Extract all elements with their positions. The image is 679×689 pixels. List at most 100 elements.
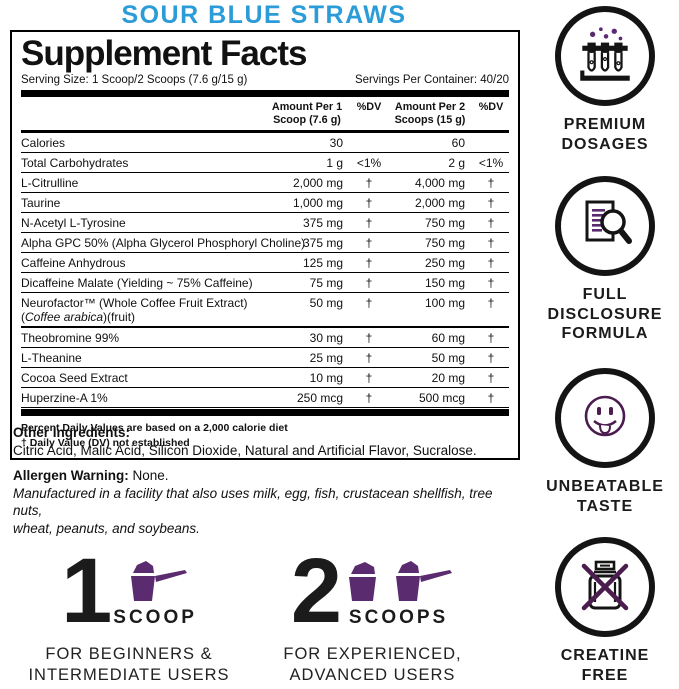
footnotes: Percent Daily Values are based on a 2,00… [21,416,509,453]
column-header-amount-2: Amount Per 2 Scoops (15 g) [394,101,466,126]
row-amount-per-1-scoop: 2,000 mg [292,175,343,190]
row-amount-per-2-scoops: 750 mg [424,235,465,250]
row-amount-per-2-scoops: 100 mg [424,295,465,310]
no-creatine-icon [581,560,629,611]
table-row: Caffeine Anhydrous 125 mg † 250 mg † [21,253,509,273]
row-dv-1: † [365,215,373,230]
row-ingredient-name: Dicaffeine Malate (Yielding ~ 75% Caffei… [21,275,253,290]
test-tubes-icon [580,27,630,81]
row-dv-1: <1% [356,155,382,170]
audience-text-beginners: FOR BEGINNERS & INTERMEDIATE USERS [28,645,230,685]
footnote-dagger: † Daily Value (DV) not established [21,437,190,450]
feature-unbeatable-taste: UNBEATABLE TASTE [531,368,679,516]
document-magnifier-icon [585,200,632,244]
scoop-icon [349,562,377,601]
allergen-warning-label: Allergen Warning: [13,468,129,484]
row-amount-per-1-scoop: 375 mg [302,215,343,230]
row-amount-per-1-scoop: 75 mg [309,275,343,290]
row-amount-per-2-scoops: 150 mg [424,275,465,290]
column-header-amount-1: Amount Per 1 Scoop (7.6 g) [271,101,343,126]
table-row: N-Acetyl L-Tyrosine 375 mg † 750 mg † [21,213,509,233]
row-dv-1: † [365,275,373,290]
row-ingredient-name: Calories [21,135,66,150]
row-amount-per-2-scoops: 20 mg [431,370,465,385]
feature-circle [555,368,655,468]
feature-label: UNBEATABLE TASTE [546,478,664,515]
row-ingredient-name: Alpha GPC 50% (Alpha Glycerol Phosphoryl… [21,235,306,250]
row-dv-2: <1% [478,155,504,170]
row-dv-1: † [365,350,373,365]
table-row: L-Theanine 25 mg † 50 mg † [21,348,509,368]
divider-thick-top [21,90,509,98]
row-dv-2: † [487,350,495,365]
table-row: Neurofactor™ (Whole Coffee Fruit Extract… [21,293,509,328]
row-amount-per-2-scoops: 4,000 mg [414,175,465,190]
table-row: Theobromine 99% 30 mg † 60 mg † [21,328,509,348]
divider-thick-bottom [21,408,509,416]
table-row: L-Citrulline 2,000 mg † 4,000 mg † [21,173,509,193]
row-amount-per-1-scoop: 50 mg [309,295,343,310]
column-header-spacer [21,101,263,126]
audience-text-advanced: FOR EXPERIENCED, ADVANCED USERS [283,645,462,685]
row-amount-per-1-scoop: 10 mg [309,370,343,385]
scoop-unit-label: SCOOP [113,607,197,628]
serving-size: Serving Size: 1 Scoop/2 Scoops (7.6 g/15… [21,74,248,87]
row-dv-2: † [487,215,495,230]
row-amount-per-2-scoops: 60 [451,135,465,150]
row-amount-per-2-scoops: 2,000 mg [414,195,465,210]
row-ingredient-name: Neurofactor™ (Whole Coffee Fruit Extract… [21,295,248,324]
table-row: Alpha GPC 50% (Alpha Glycerol Phosphoryl… [21,233,509,253]
feature-premium-dosages: PREMIUM DOSAGES [531,6,679,154]
row-amount-per-2-scoops: 2 g [448,155,465,170]
allergen-warning-line: Allergen Warning: None. [13,467,521,485]
row-ingredient-name: N-Acetyl L-Tyrosine [21,215,126,230]
feature-label: PREMIUM DOSAGES [561,116,649,153]
row-ingredient-name: L-Citrulline [21,175,79,190]
row-dv-2: † [487,255,495,270]
row-amount-per-1-scoop: 1 g [326,155,343,170]
row-ingredient-name: Huperzine-A 1% [21,390,108,405]
row-amount-per-1-scoop: 125 mg [302,255,343,270]
row-dv-2: † [487,330,495,345]
row-dv-1: † [365,370,373,385]
row-dv-2: † [487,370,495,385]
scoop-unit-label: SCOOPS [348,607,449,628]
row-amount-per-2-scoops: 500 mcg [418,390,465,405]
row-amount-per-1-scoop: 1,000 mg [292,195,343,210]
feature-creatine-free: CREATINE FREE [531,537,679,685]
column-header-dv-2: %DV [478,101,504,114]
row-dv-1: † [365,330,373,345]
facts-rows: Calories 30 60 Total Carbohydrates 1 g <1% 2 g… [21,133,509,408]
table-row: Huperzine-A 1% 250 mcg † 500 mcg † [21,388,509,408]
row-amount-per-1-scoop: 250 mcg [296,390,343,405]
below-panel-text: Other Ingredients: Citric Acid, Malic Ac… [13,424,521,537]
two-scoops-graphic: 2 SCOOPS [250,540,495,643]
row-dv-1: † [365,175,373,190]
row-dv-2: † [487,195,495,210]
footnote-daily-values: Percent Daily Values are based on a 2,00… [21,421,288,434]
scoop-count-number: 1 [61,540,112,643]
feature-full-disclosure: FULL DISCLOSURE FORMULA [531,176,679,344]
table-row: Calories 30 60 [21,133,509,153]
supplement-facts-panel: Supplement Facts Serving Size: 1 Scoop/2… [10,30,520,461]
feature-label: FULL DISCLOSURE FORMULA [547,286,663,343]
serving-info-row: Serving Size: 1 Scoop/2 Scoops (7.6 g/15… [21,74,509,86]
row-dv-2: † [487,275,495,290]
table-row: Cocoa Seed Extract 10 mg † 20 mg † [21,368,509,388]
product-title: SOUR BLUE STRAWS [121,1,407,29]
row-dv-2: † [487,175,495,190]
facts-column-headers: Amount Per 1 Scoop (7.6 g) %DV Amount Pe… [21,97,509,133]
serving-guide-one-scoop: 1 SCOOP FOR BEGINNERS & INTERMEDIATE USE… [20,545,238,686]
row-amount-per-2-scoops: 50 mg [431,350,465,365]
row-amount-per-2-scoops: 250 mg [424,255,465,270]
other-ingredients-label: Other Ingredients: [13,425,131,440]
one-scoop-graphic: 1 SCOOP [20,540,238,643]
scoop-count-number: 2 [290,540,342,643]
feature-label: CREATINE FREE [560,647,650,684]
feature-circle [555,176,655,276]
row-amount-per-1-scoop: 25 mg [309,350,343,365]
row-dv-2: † [487,390,495,405]
row-amount-per-2-scoops: 60 mg [431,330,465,345]
smiley-tongue-icon [584,395,626,437]
